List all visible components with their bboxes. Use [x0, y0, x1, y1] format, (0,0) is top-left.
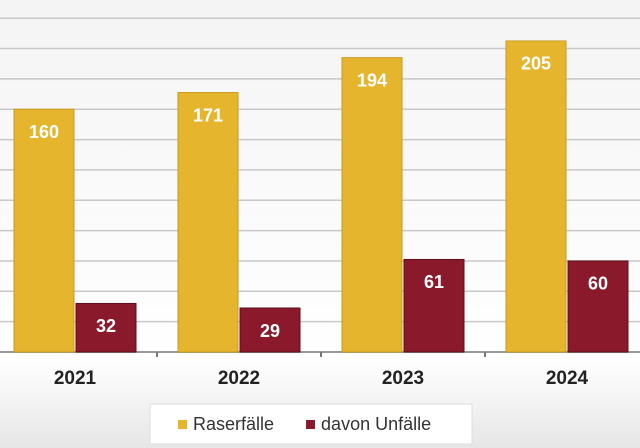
x-tick-label: 2024 — [546, 368, 589, 389]
value-label: 61 — [424, 272, 444, 292]
bar — [75, 302, 137, 353]
legend-label: davon Unfälle — [321, 414, 431, 434]
value-label: 205 — [521, 54, 551, 74]
legend-swatch — [178, 420, 187, 429]
value-label: 29 — [260, 321, 280, 341]
legend-swatch — [306, 420, 316, 429]
value-label: 60 — [588, 274, 608, 294]
legend-label: Raserfälle — [193, 414, 274, 434]
x-tick-label: 2023 — [382, 368, 424, 389]
bar — [567, 260, 629, 353]
value-label: 32 — [96, 316, 116, 336]
bar — [239, 307, 301, 353]
bar — [177, 92, 239, 353]
bar — [341, 57, 403, 353]
bar — [403, 258, 465, 353]
value-label: 194 — [357, 70, 387, 90]
x-tick-label: 2021 — [54, 368, 97, 389]
value-label: 160 — [29, 122, 59, 142]
bar — [13, 108, 75, 353]
x-tick-label: 2022 — [218, 368, 260, 389]
bar — [505, 40, 567, 353]
value-label: 171 — [193, 105, 223, 125]
